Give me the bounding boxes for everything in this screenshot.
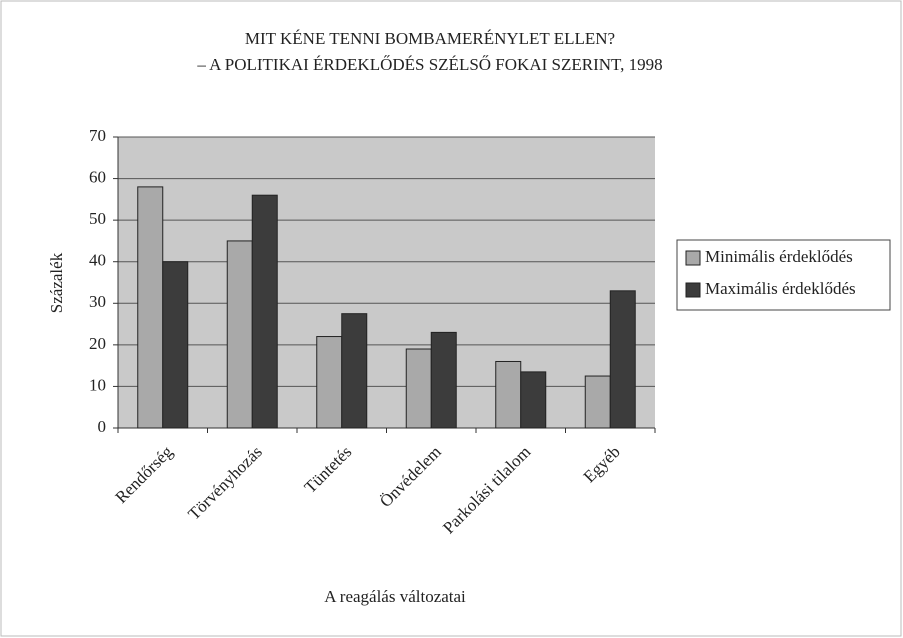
bar — [341, 313, 368, 429]
bar — [226, 240, 253, 429]
bar — [609, 290, 636, 429]
legend — [676, 239, 891, 311]
y-tick-label: 70 — [89, 126, 106, 145]
chart-title: MIT KÉNE TENNI BOMBAMERÉNYLET ELLEN? — [245, 29, 615, 48]
y-tick-label: 60 — [89, 167, 106, 186]
bar — [137, 186, 164, 429]
bar — [430, 331, 457, 429]
y-tick-label: 20 — [89, 334, 106, 353]
bar — [584, 375, 611, 429]
y-tick-label: 40 — [89, 251, 106, 270]
x-axis-title: A reagálás változatai — [324, 587, 466, 606]
y-tick-label: 0 — [98, 417, 107, 436]
bar — [251, 194, 278, 429]
legend-label: Minimális érdeklődés — [705, 247, 853, 266]
bar — [520, 371, 547, 429]
bar — [162, 261, 189, 429]
plot-area — [118, 137, 655, 428]
bar — [495, 360, 522, 429]
y-tick-label: 50 — [89, 209, 106, 228]
y-tick-label: 10 — [89, 375, 106, 394]
legend-swatch — [685, 250, 701, 266]
bar — [316, 336, 343, 429]
legend-swatch — [685, 282, 701, 298]
legend-label: Maximális érdeklődés — [705, 279, 856, 298]
y-tick-label: 30 — [89, 292, 106, 311]
y-axis-title: Százalék — [47, 252, 66, 313]
bar — [405, 348, 432, 429]
chart-subtitle: – A POLITIKAI ÉRDEKLŐDÉS SZÉLSŐ FOKAI SZ… — [196, 55, 662, 74]
